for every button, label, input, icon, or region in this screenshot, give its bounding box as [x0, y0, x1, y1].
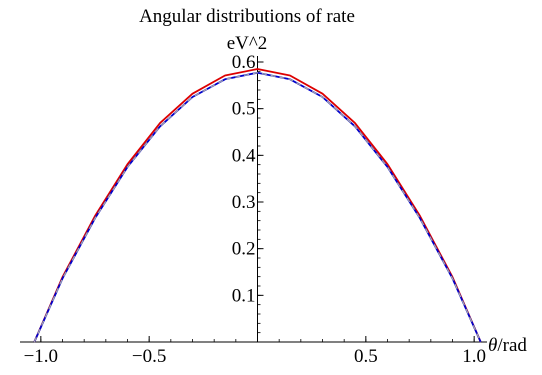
y-axis-label: eV^2: [227, 33, 268, 54]
y-tick-label: 0.2: [232, 239, 256, 260]
y-tick-label: 0.1: [232, 285, 256, 306]
x-axis-label-symbol: θ: [488, 335, 497, 356]
x-tick-label: 1.0: [462, 346, 486, 367]
chart-title: Angular distributions of rate: [139, 6, 355, 27]
y-tick-label: 0.6: [232, 52, 256, 73]
series-group: [33, 68, 482, 343]
series-line-1: [33, 68, 482, 343]
axes: −1.0 −0.5 0.5 1.0 0.1 0.2 0.3 0.4 0.5 0.6: [20, 52, 487, 367]
x-tick-label: −0.5: [132, 346, 166, 367]
x-axis-label-unit: /rad: [497, 335, 527, 356]
x-axis-label: θ/rad: [488, 335, 527, 356]
x-tick-label: 0.5: [354, 346, 378, 367]
x-tick-label: −1.0: [24, 346, 58, 367]
y-tick-label: 0.3: [232, 192, 256, 213]
y-tick-label: 0.4: [232, 145, 256, 166]
series-line-3: [33, 72, 482, 343]
y-tick-label: 0.5: [232, 99, 256, 120]
